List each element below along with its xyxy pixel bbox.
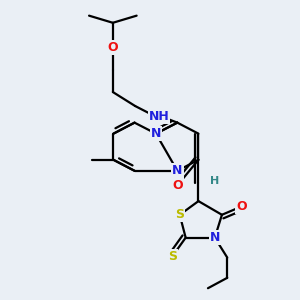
Text: S: S bbox=[168, 250, 177, 263]
Text: S: S bbox=[175, 208, 184, 221]
Text: NH: NH bbox=[148, 110, 169, 123]
Text: N: N bbox=[210, 231, 220, 244]
Text: N: N bbox=[151, 127, 161, 140]
Text: O: O bbox=[107, 41, 118, 54]
Text: O: O bbox=[172, 178, 183, 192]
Text: N: N bbox=[172, 164, 182, 177]
Text: O: O bbox=[236, 200, 247, 213]
Text: H: H bbox=[210, 176, 219, 186]
